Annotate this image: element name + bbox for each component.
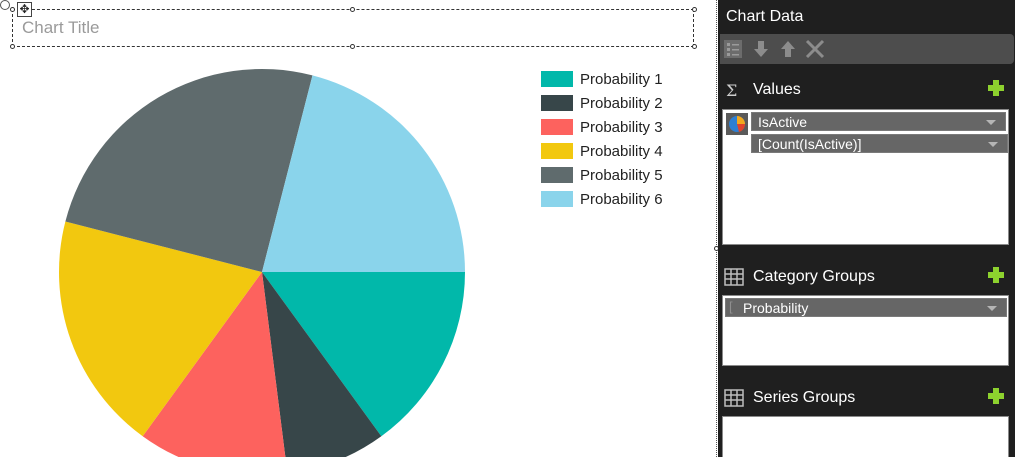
pie-slice-2[interactable] xyxy=(262,272,382,457)
add-value-icon[interactable] xyxy=(987,79,1005,97)
legend-label: Probability 2 xyxy=(580,94,663,112)
legend-swatch xyxy=(541,95,573,111)
values-label: Values xyxy=(753,81,801,98)
chart-legend[interactable]: Probability 1 Probability 2 Probability 3 P… xyxy=(541,67,663,211)
pie-slice-6[interactable] xyxy=(262,75,465,272)
svg-text:Σ: Σ xyxy=(726,81,737,99)
resize-handle[interactable] xyxy=(10,7,15,12)
legend-label: Probability 6 xyxy=(580,190,663,208)
panel-title: Chart Data xyxy=(726,8,804,25)
series-groups-section-header: Series Groups xyxy=(718,387,1015,411)
values-field-label: IsActive xyxy=(758,114,808,130)
chevron-down-icon[interactable] xyxy=(986,120,996,125)
resize-handle[interactable] xyxy=(692,7,697,12)
legend-label: Probability 3 xyxy=(580,118,663,136)
legend-item[interactable]: Probability 2 xyxy=(541,91,663,115)
chevron-down-icon[interactable] xyxy=(987,306,997,311)
move-down-icon[interactable] xyxy=(751,39,771,59)
legend-swatch xyxy=(541,119,573,135)
values-section-header: Σ Values xyxy=(718,79,1015,103)
series-groups-well[interactable] xyxy=(722,416,1009,457)
legend-item[interactable]: Probability 3 xyxy=(541,115,663,139)
panel-toolbar xyxy=(720,34,1014,64)
pie-chart-icon xyxy=(726,113,748,135)
pie-slice-1[interactable] xyxy=(262,272,465,437)
add-category-group-icon[interactable] xyxy=(987,266,1005,284)
resize-handle[interactable] xyxy=(10,44,15,49)
sigma-icon: Σ xyxy=(726,81,737,99)
legend-label: Probability 5 xyxy=(580,166,663,184)
add-series-group-icon[interactable] xyxy=(987,387,1005,405)
table-icon xyxy=(724,389,744,407)
chevron-down-icon[interactable] xyxy=(988,142,998,147)
chart-title-box[interactable]: Chart Title xyxy=(12,9,694,47)
values-expression-label: [Count(IsActive)] xyxy=(758,136,862,152)
legend-swatch xyxy=(541,167,573,183)
legend-swatch xyxy=(541,71,573,87)
canvas-border xyxy=(716,0,717,457)
values-well[interactable]: IsActive [Count(IsActive)] xyxy=(722,109,1009,245)
move-up-icon[interactable] xyxy=(778,39,798,59)
resize-handle[interactable] xyxy=(350,7,355,12)
legend-label: Probability 1 xyxy=(580,70,663,88)
resize-handle[interactable] xyxy=(692,44,697,49)
values-field[interactable]: IsActive xyxy=(751,112,1006,131)
legend-swatch xyxy=(541,143,573,159)
chart-select-handle[interactable] xyxy=(0,0,10,10)
bracket-icon: [ xyxy=(729,299,733,314)
pie-chart[interactable] xyxy=(0,0,716,457)
move-icon[interactable]: ✥ xyxy=(17,2,32,17)
category-groups-section-header: Category Groups xyxy=(718,266,1015,290)
properties-icon[interactable] xyxy=(723,39,743,59)
resize-handle[interactable] xyxy=(350,44,355,49)
legend-item[interactable]: Probability 6 xyxy=(541,187,663,211)
legend-item[interactable]: Probability 1 xyxy=(541,67,663,91)
legend-item[interactable]: Probability 4 xyxy=(541,139,663,163)
legend-swatch xyxy=(541,191,573,207)
category-groups-well[interactable]: [ Probability xyxy=(722,295,1009,366)
category-group-label: Probability xyxy=(743,300,809,316)
legend-item[interactable]: Probability 5 xyxy=(541,163,663,187)
legend-label: Probability 4 xyxy=(580,142,663,160)
chart-title[interactable]: Chart Title xyxy=(22,18,100,37)
chart-canvas[interactable]: Chart Title ✥ Probability 1 Probability 2… xyxy=(0,0,716,457)
category-group-field[interactable]: [ Probability xyxy=(725,298,1007,317)
values-expression[interactable]: [Count(IsActive)] xyxy=(751,134,1008,153)
category-groups-label: Category Groups xyxy=(753,268,875,285)
series-groups-label: Series Groups xyxy=(753,389,856,406)
pie-slice-5[interactable] xyxy=(65,69,313,272)
table-icon xyxy=(724,268,744,286)
pie-slice-3[interactable] xyxy=(142,272,288,457)
pie-slice-4[interactable] xyxy=(59,221,263,437)
delete-icon[interactable] xyxy=(805,39,825,59)
